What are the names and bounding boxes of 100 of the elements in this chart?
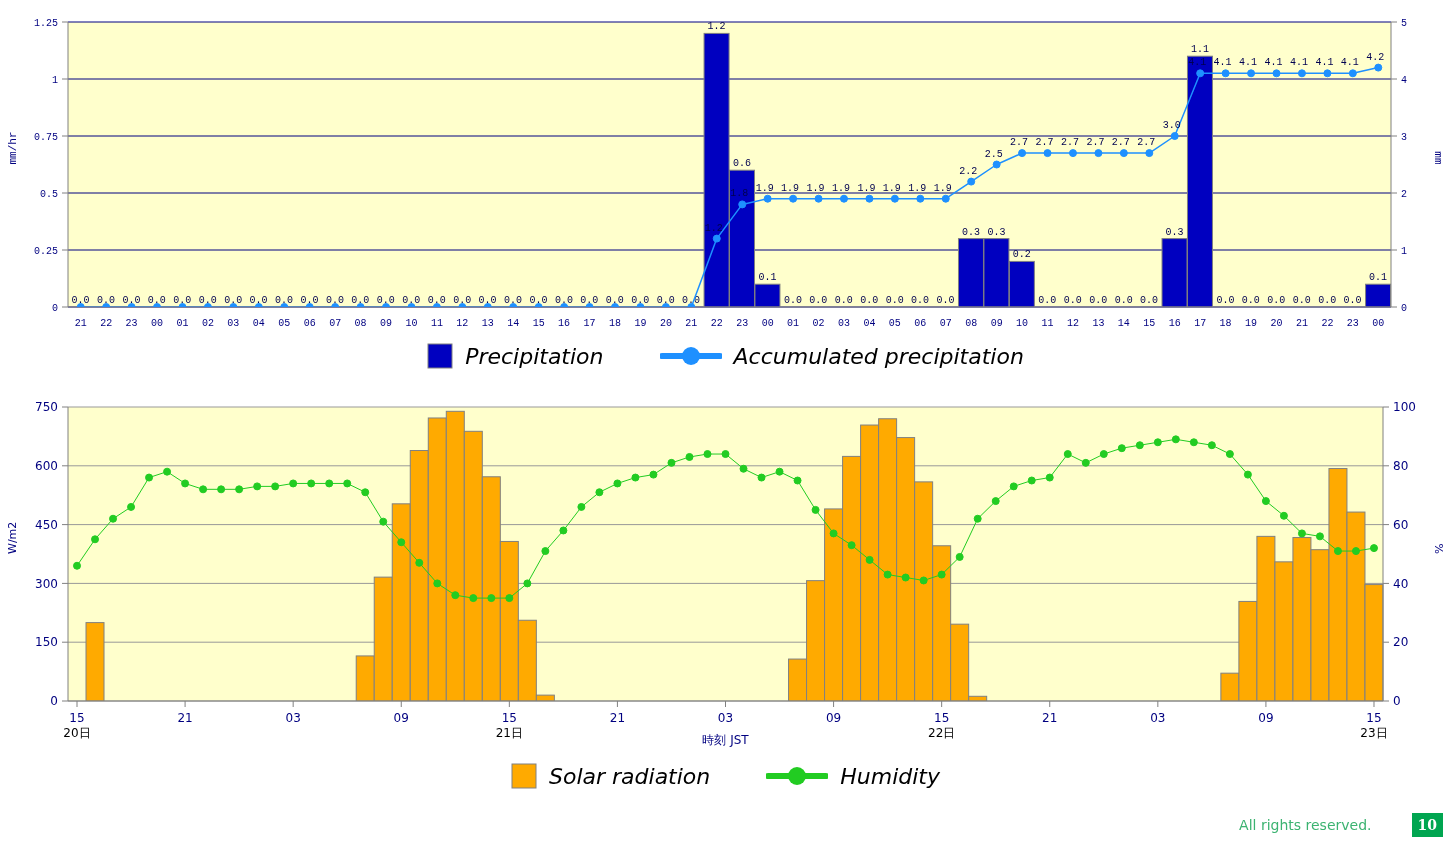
x-tick-label: 03 [1150, 710, 1166, 725]
point [1119, 149, 1128, 158]
x-tick-label: 12 [456, 318, 469, 329]
x-tick-label: 21 [685, 318, 698, 329]
y-tick-label: 750 [35, 400, 58, 415]
data-label: 0.0 [1343, 295, 1362, 306]
x-tick-label: 04 [252, 318, 265, 329]
x-tick-label: 09 [1258, 710, 1274, 725]
y2-tick-label: 40 [1393, 576, 1409, 591]
y-tick-label: 1 [51, 74, 58, 86]
x-tick-label: 15 [532, 318, 545, 329]
x-tick-label: 18 [1219, 318, 1232, 329]
x-tick-label: 15 20日 [63, 710, 91, 740]
data-label: 0.0 [147, 295, 166, 306]
x-tick-label: 15 23日 [1360, 710, 1388, 740]
data-label: 0.0 [783, 295, 802, 306]
data-label: 0.0 [427, 295, 446, 306]
x-tick-label: 05 [888, 318, 901, 329]
point [712, 234, 721, 243]
data-label: 1.9 [755, 182, 774, 194]
x-tick-label: 14 [507, 318, 520, 329]
point [763, 194, 772, 203]
x-tick-label: 14 [1117, 318, 1130, 329]
y2-tick-label: 1 [1401, 245, 1408, 257]
y2-tick-label: 2 [1401, 188, 1408, 200]
data-label: 0.0 [376, 295, 395, 306]
x-tick-label: 21 [177, 710, 193, 725]
data-label: 0.0 [1241, 295, 1260, 306]
data-label: 0.6 [732, 158, 752, 170]
y-axis-title: W/m2 [5, 521, 19, 554]
x-tick-label: 23 [1346, 318, 1359, 329]
data-label: 0.0 [198, 295, 217, 306]
point [916, 194, 925, 203]
data-label: 0.2 [1012, 249, 1031, 261]
y-tick-label: 0 [50, 694, 58, 709]
x-tick-label: 09 [393, 710, 409, 725]
point [1094, 149, 1103, 158]
x-tick-label: 09 [990, 318, 1003, 329]
point [1247, 69, 1256, 78]
x-tick-label: 10 [405, 318, 418, 329]
x-tick-label: 23 [736, 318, 749, 329]
x-tick-label: 06 [303, 318, 316, 329]
data-label: 1.2 [704, 222, 723, 234]
data-label: 1.2 [707, 21, 726, 33]
x-tick-label: 13 [481, 318, 494, 329]
x-tick-label: 22 [710, 318, 723, 329]
y2-tick-label: 0 [1401, 302, 1408, 314]
point [890, 194, 899, 203]
data-label: 1.9 [933, 182, 952, 194]
x-tick-label: 20 [659, 318, 672, 329]
x-tick-label: 07 [939, 318, 952, 329]
x-tick-label: 00 [151, 318, 164, 329]
data-label: 0.0 [885, 295, 904, 306]
x-tick-label: 13 [1092, 318, 1105, 329]
data-label: 1.9 [857, 182, 876, 194]
x-axis-title: 時刻 JST [702, 733, 750, 747]
data-label: 0.0 [402, 295, 421, 306]
x-tick-label: 06 [914, 318, 927, 329]
point [1221, 69, 1230, 78]
data-label: 2.7 [1035, 137, 1054, 149]
data-label: 2.7 [1010, 137, 1029, 149]
x-tick-label: 23 [125, 318, 138, 329]
data-label: 1.9 [806, 182, 825, 194]
point [814, 194, 823, 203]
point [992, 160, 1001, 169]
data-label: 0.0 [631, 295, 650, 306]
x-tick-label: 09 [380, 318, 393, 329]
x-tick-label: 21 [74, 318, 87, 329]
data-label: 0.0 [529, 295, 548, 306]
point [789, 194, 798, 203]
x-tick-label: 02 [201, 318, 214, 329]
data-label: 0.0 [554, 295, 573, 306]
data-label: 0.0 [656, 295, 675, 306]
data-label: 2.7 [1137, 137, 1156, 149]
data-label: 0.0 [1216, 295, 1235, 306]
data-label: 0.0 [122, 295, 141, 306]
point [1145, 149, 1154, 158]
data-label: 0.0 [936, 295, 955, 306]
data-label: 2.7 [1111, 137, 1130, 149]
x-tick-label: 22 [1321, 318, 1334, 329]
x-tick-label: 01 [787, 318, 800, 329]
data-label: 0.0 [834, 295, 853, 306]
x-tick-label: 02 [812, 318, 825, 329]
x-tick-label: 18 [609, 318, 622, 329]
data-label: 0.0 [96, 295, 115, 306]
point [1323, 69, 1332, 78]
y2-tick-label: 20 [1393, 635, 1409, 650]
x-tick-label: 03 [227, 318, 240, 329]
x-tick-label: 19 [634, 318, 647, 329]
data-label: 0.0 [300, 295, 319, 306]
x-tick-label: 04 [863, 318, 876, 329]
data-label: 1.9 [781, 182, 800, 194]
point [1272, 69, 1281, 78]
legend-label: Precipitation [465, 343, 604, 369]
point [1018, 149, 1027, 158]
data-label: 2.2 [959, 165, 978, 177]
point [1196, 69, 1205, 78]
y2-tick-label: 5 [1401, 17, 1408, 29]
legend-label: Solar radiation [548, 763, 711, 789]
y-axis-title: mm/hr [6, 131, 19, 165]
